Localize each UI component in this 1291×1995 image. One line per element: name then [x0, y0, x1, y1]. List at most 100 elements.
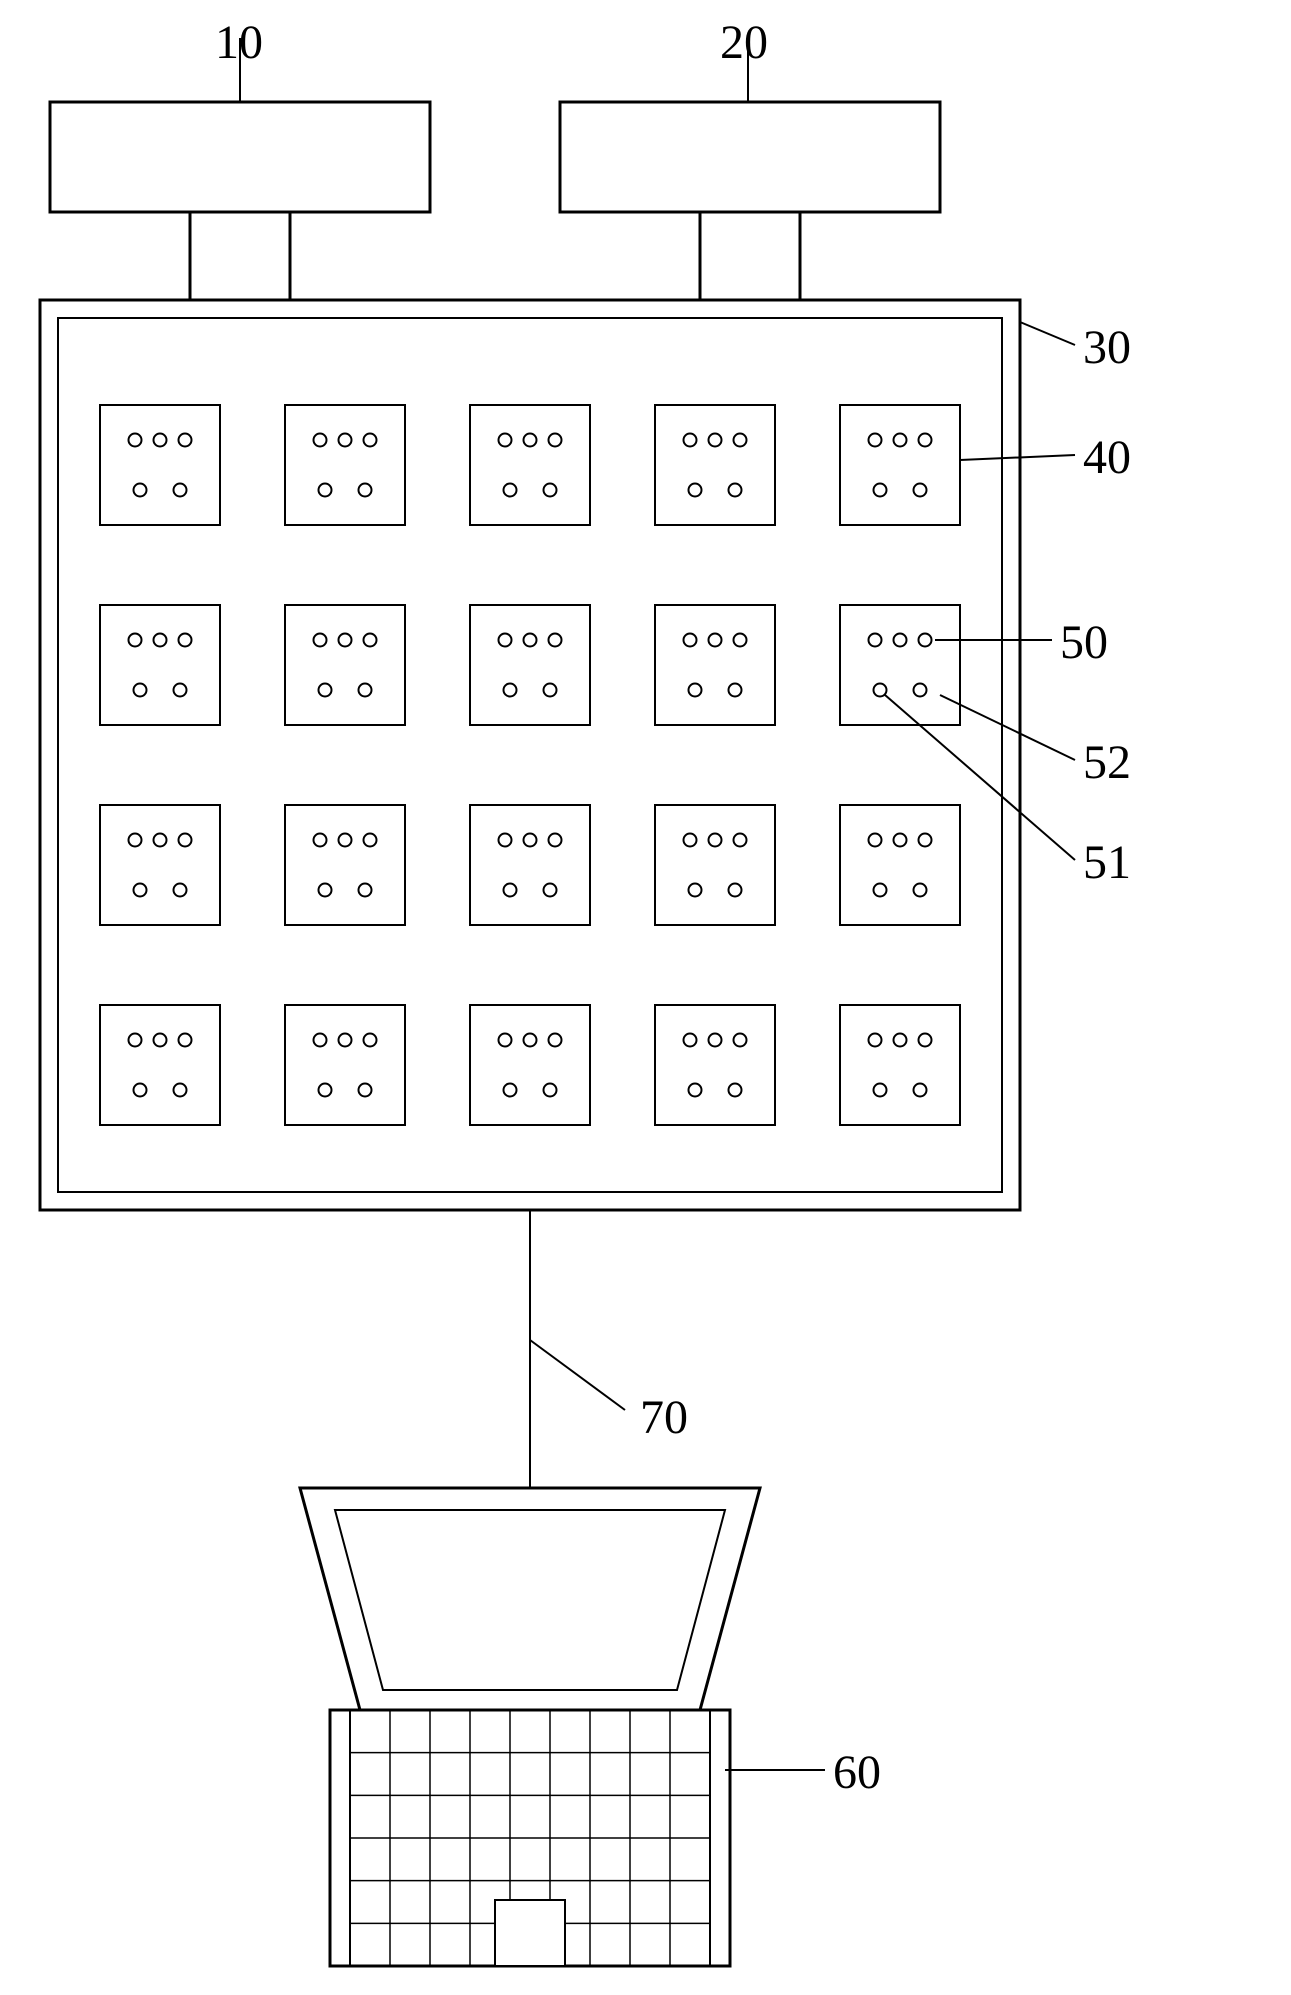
cell-dot	[499, 634, 512, 647]
cell-dot	[524, 434, 537, 447]
cell-dot	[914, 684, 927, 697]
grid-cell	[285, 405, 405, 525]
cell-dot	[914, 484, 927, 497]
cell-dot	[729, 1084, 742, 1097]
cell-dot	[174, 684, 187, 697]
callout-line	[530, 1340, 625, 1410]
laptop-trackpad	[495, 1900, 565, 1966]
cell-dot	[689, 684, 702, 697]
cell-dot	[314, 434, 327, 447]
grid-cell	[470, 605, 590, 725]
callout-line	[960, 455, 1075, 460]
grid-cell	[100, 405, 220, 525]
grid-cell	[285, 1005, 405, 1125]
cell-dot	[154, 1034, 167, 1047]
cell-dot	[874, 1084, 887, 1097]
cell-dot	[549, 1034, 562, 1047]
cell-dot	[179, 1034, 192, 1047]
cell-dot	[684, 634, 697, 647]
cell-dot	[734, 434, 747, 447]
laptop-screen-inner	[335, 1510, 725, 1690]
grid-cell	[100, 1005, 220, 1125]
cell-dot	[154, 634, 167, 647]
grid-cell	[840, 405, 960, 525]
ref-label-10: 10	[215, 15, 263, 70]
cell-dot	[869, 434, 882, 447]
cell-dot	[174, 484, 187, 497]
main-panel-outer	[40, 300, 1020, 1210]
grid-cell	[470, 1005, 590, 1125]
cell-dot	[919, 1034, 932, 1047]
cell-dot	[914, 884, 927, 897]
cell-dot	[914, 1084, 927, 1097]
cell-dot	[339, 1034, 352, 1047]
ref-label-52: 52	[1083, 735, 1131, 790]
cell-dot	[179, 434, 192, 447]
ref-label-50: 50	[1060, 615, 1108, 670]
grid-cell	[840, 805, 960, 925]
ref-label-60: 60	[833, 1745, 881, 1800]
cell-dot	[364, 634, 377, 647]
ref-label-30: 30	[1083, 320, 1131, 375]
main-panel-inner	[58, 318, 1002, 1192]
cell-dot	[359, 484, 372, 497]
cell-dot	[129, 834, 142, 847]
cell-dot	[314, 634, 327, 647]
cell-dot	[869, 1034, 882, 1047]
cell-dot	[734, 634, 747, 647]
cell-dot	[504, 884, 517, 897]
cell-dot	[154, 434, 167, 447]
cell-dot	[359, 884, 372, 897]
cell-dot	[134, 884, 147, 897]
grid-cell	[840, 1005, 960, 1125]
cell-dot	[544, 484, 557, 497]
cell-dot	[729, 484, 742, 497]
cell-dot	[869, 834, 882, 847]
cell-dot	[364, 834, 377, 847]
cell-dot	[319, 484, 332, 497]
cell-dot	[504, 484, 517, 497]
cell-dot	[549, 634, 562, 647]
cell-dot	[174, 884, 187, 897]
cell-dot	[729, 884, 742, 897]
cell-dot	[364, 434, 377, 447]
cell-dot	[549, 434, 562, 447]
cell-dot	[894, 834, 907, 847]
cell-dot	[709, 634, 722, 647]
cell-dot	[129, 434, 142, 447]
cell-dot	[134, 484, 147, 497]
top-box	[50, 102, 430, 212]
cell-dot	[499, 434, 512, 447]
cell-dot	[499, 834, 512, 847]
laptop-screen-outer	[300, 1488, 760, 1710]
cell-dot	[179, 634, 192, 647]
cell-dot	[894, 634, 907, 647]
cell-dot	[504, 1084, 517, 1097]
cell-dot	[684, 834, 697, 847]
cell-dot	[504, 684, 517, 697]
cell-dot	[919, 634, 932, 647]
grid-cell	[100, 605, 220, 725]
cell-dot	[549, 834, 562, 847]
cell-dot	[359, 684, 372, 697]
cell-dot	[339, 634, 352, 647]
cell-dot	[869, 634, 882, 647]
grid-cell	[285, 605, 405, 725]
top-box	[560, 102, 940, 212]
grid-cell	[100, 805, 220, 925]
cell-dot	[364, 1034, 377, 1047]
cell-dot	[874, 684, 887, 697]
cell-dot	[339, 434, 352, 447]
cell-dot	[919, 434, 932, 447]
cell-dot	[154, 834, 167, 847]
ref-label-40: 40	[1083, 430, 1131, 485]
cell-dot	[134, 684, 147, 697]
cell-dot	[689, 484, 702, 497]
grid-cell	[655, 805, 775, 925]
cell-dot	[734, 834, 747, 847]
grid-cell	[655, 1005, 775, 1125]
ref-label-51: 51	[1083, 835, 1131, 890]
cell-dot	[729, 684, 742, 697]
cell-dot	[314, 834, 327, 847]
callout-line	[940, 695, 1075, 760]
